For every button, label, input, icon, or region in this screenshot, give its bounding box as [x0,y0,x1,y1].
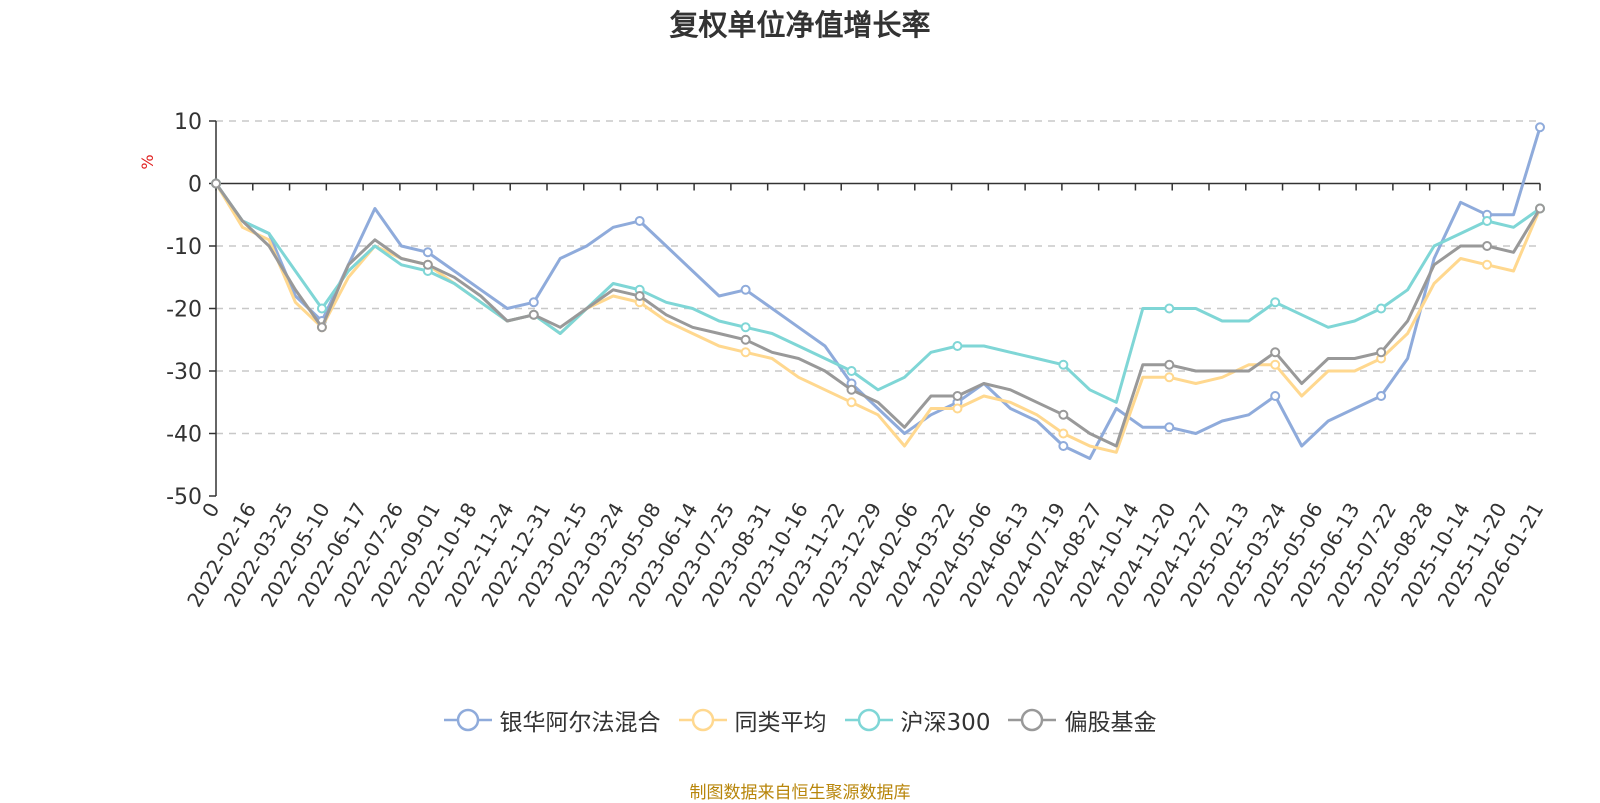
data-point [1058,409,1069,420]
data-point [1058,428,1069,439]
legend-label: 银华阿尔法混合 [499,710,661,736]
data-point [846,384,857,395]
data-point [528,297,539,308]
data-point [740,334,751,345]
data-point [1270,391,1281,401]
data-point [1164,372,1175,383]
data-point [846,397,857,408]
y-axis-label: % [138,154,157,169]
data-point [1270,359,1281,370]
series-line-0 [214,126,1542,460]
data-point [1164,303,1175,314]
data-point [1058,359,1069,370]
y-tick-label: -30 [166,360,202,385]
legend-label: 同类平均 [734,710,827,736]
data-point [316,303,327,314]
legend-marker-icon [844,708,893,732]
line-chart: 100-10-20-30-40-5002022-02-162022-03-252… [138,110,1548,611]
data-point [1270,347,1281,358]
data-point [1535,122,1545,133]
series-line-1 [214,182,1542,454]
source-note: 制图数据来自恒生聚源数据库 [689,783,911,803]
legend-marker-icon [1008,708,1057,732]
y-tick-label: 0 [188,173,202,198]
data-point [1164,422,1175,433]
data-point [1535,203,1545,214]
legend-item[interactable]: 沪深300 [844,703,991,737]
data-point [634,216,645,226]
x-tick-label: 0 [197,499,224,522]
tick-labels: 100-10-20-30-40-5002022-02-162022-03-252… [166,110,1548,611]
data-point [846,366,857,376]
data-point [740,322,751,333]
y-tick-label: 10 [174,110,202,135]
data-point [1058,441,1069,451]
y-tick-label: -10 [166,235,202,260]
legend: 银华阿尔法混合 同类平均 沪深300 偏股基金 [0,700,1600,740]
series-line-3 [214,182,1542,448]
data-point [422,259,433,270]
data-point [1270,297,1281,308]
data-point [1164,359,1175,370]
data-point [740,284,751,295]
data-point [952,403,963,414]
legend-label: 偏股基金 [1064,710,1157,736]
data-point [1482,241,1493,251]
legend-item[interactable]: 银华阿尔法混合 [443,703,661,737]
grid-lines [216,120,1540,435]
y-tick-label: -40 [166,423,202,448]
data-point [1376,303,1387,314]
data-point [740,347,751,358]
chart-title: 复权单位净值增长率 [669,8,931,42]
data-point [528,309,539,320]
data-point [422,247,433,258]
legend-item[interactable]: 偏股基金 [1008,703,1156,737]
data-point [634,291,645,301]
y-tick-label: -20 [166,298,202,323]
data-point [316,322,327,333]
data-point [1376,391,1387,401]
series-line-2 [214,182,1541,404]
data-point [211,178,221,189]
data-point [1376,347,1387,358]
data-point [1482,216,1493,226]
legend-item[interactable]: 同类平均 [678,703,827,737]
y-tick-label: -50 [166,485,202,510]
legend-marker-icon [443,708,492,732]
legend-marker-icon [678,708,727,732]
legend-label: 沪深300 [900,710,991,736]
series-lines [211,122,1545,460]
data-point [952,341,963,351]
data-point [952,391,963,401]
data-point [1482,259,1493,270]
